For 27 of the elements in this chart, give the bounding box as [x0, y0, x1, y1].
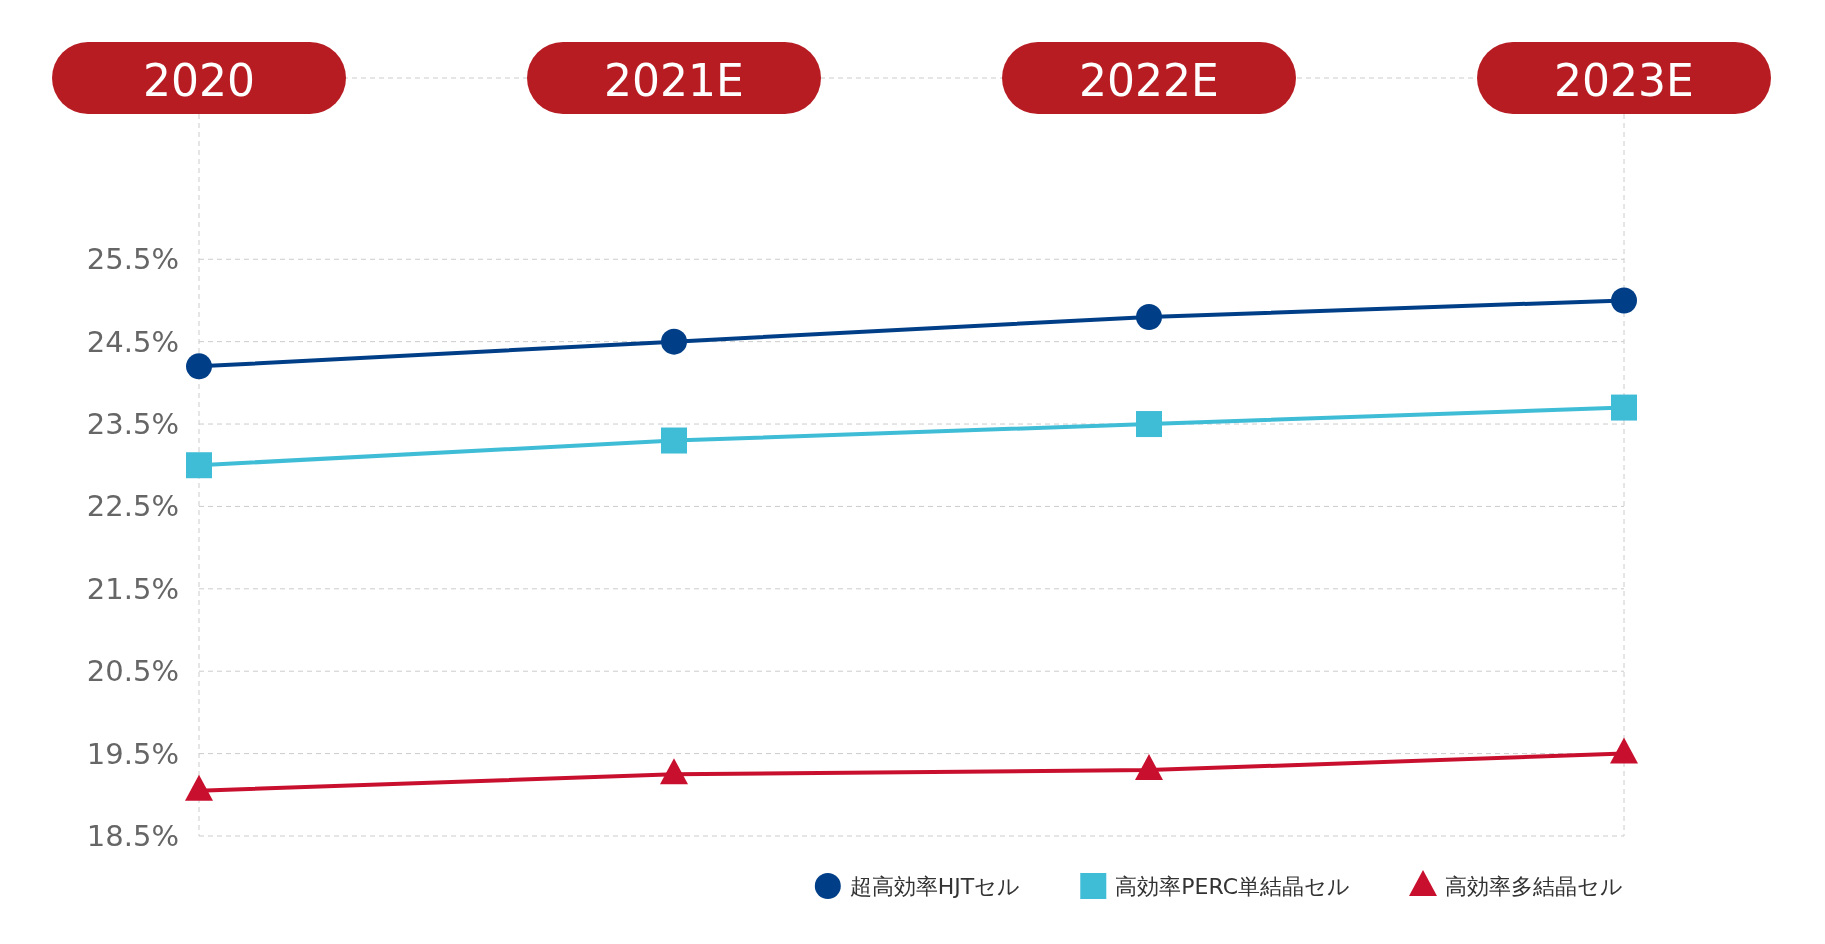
x-tick-label: 2022E: [1079, 54, 1219, 106]
point: [186, 353, 212, 380]
point: [1136, 411, 1162, 438]
y-tick-label: 24.5%: [86, 324, 179, 359]
point: [661, 328, 687, 355]
point: [1136, 303, 1162, 330]
point: [1610, 737, 1638, 764]
point: [1611, 287, 1637, 314]
point: [186, 452, 212, 479]
point: [661, 427, 687, 454]
point: [660, 758, 688, 785]
y-tick-label: 25.5%: [86, 242, 179, 277]
legend-label: 高効率PERC単結晶セル: [1115, 873, 1350, 899]
y-tick-label: 19.5%: [86, 736, 179, 771]
point: [185, 774, 213, 801]
y-tick-label: 22.5%: [86, 489, 179, 524]
x-tick-label: 2023E: [1554, 54, 1694, 106]
y-tick-label: 23.5%: [86, 407, 179, 442]
x-tick-label: 2020: [143, 54, 255, 106]
point: [1611, 394, 1637, 421]
y-tick-label: 21.5%: [86, 571, 179, 606]
y-tick-label: 18.5%: [86, 819, 179, 853]
x-tick-label: 2021E: [604, 54, 744, 106]
legend-label: 超高効率HJTセル: [849, 873, 1021, 899]
point: [1135, 754, 1163, 781]
legend-label: 高効率多結晶セル: [1445, 873, 1623, 899]
y-tick-label: 20.5%: [86, 654, 179, 689]
